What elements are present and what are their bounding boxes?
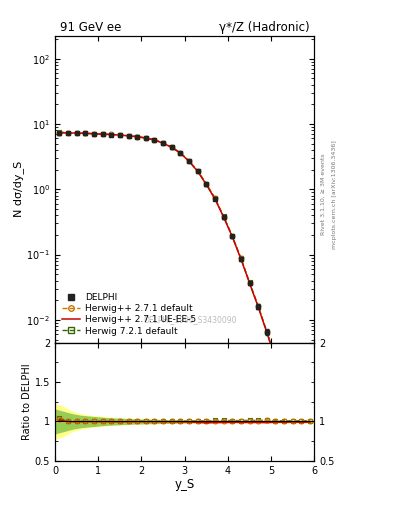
Y-axis label: N dσ/dy_S: N dσ/dy_S xyxy=(13,161,24,218)
Legend: DELPHI, Herwig++ 2.7.1 default, Herwig++ 2.7.1 UE-EE-5, Herwig 7.2.1 default: DELPHI, Herwig++ 2.7.1 default, Herwig++… xyxy=(59,290,198,338)
Text: mcplots.cern.ch [arXiv:1306.3436]: mcplots.cern.ch [arXiv:1306.3436] xyxy=(332,140,337,249)
Text: Rivet 3.1.10, ≥ 3M events: Rivet 3.1.10, ≥ 3M events xyxy=(320,154,325,236)
Text: γ*/Z (Hadronic): γ*/Z (Hadronic) xyxy=(219,22,309,34)
X-axis label: y_S: y_S xyxy=(174,478,195,492)
Y-axis label: Ratio to DELPHI: Ratio to DELPHI xyxy=(22,364,32,440)
Text: DELPHI_1996_S3430090: DELPHI_1996_S3430090 xyxy=(143,315,237,324)
Text: 91 GeV ee: 91 GeV ee xyxy=(60,22,121,34)
